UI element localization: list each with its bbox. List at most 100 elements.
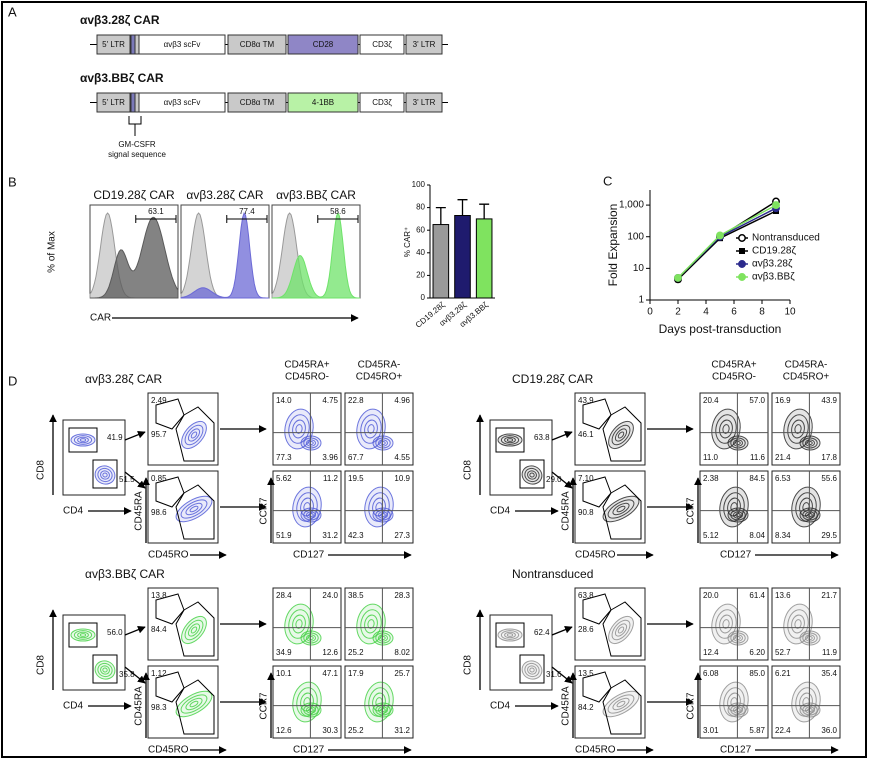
panel-label: D [8, 373, 17, 388]
column-header: CD45RA- [785, 360, 828, 371]
contour [306, 706, 316, 714]
gate-value: 63.1 [148, 207, 164, 216]
contour [607, 499, 635, 519]
gate [602, 601, 642, 657]
plot-frame [771, 587, 841, 661]
contour [189, 505, 199, 513]
gate [602, 484, 642, 540]
gate-value: 51.5 [119, 475, 135, 484]
contour [733, 634, 743, 642]
gate-value: 35.8 [119, 670, 135, 679]
error-bar [435, 206, 446, 225]
quadrant-value: 6.53 [775, 474, 791, 483]
axis-label: CD8 [463, 655, 474, 675]
plot-frame [272, 392, 342, 466]
quadrant-value: 12.6 [276, 726, 292, 735]
axis-label: CD4 [490, 506, 510, 517]
column-header: CD45RA+ [284, 360, 329, 371]
contour [180, 694, 208, 714]
axis-label: CCR7 [686, 692, 697, 720]
contour [308, 512, 314, 518]
y-tick-label: 1,000 [619, 200, 644, 211]
quadrant-value: 21.4 [775, 453, 791, 462]
histogram-title: CD19.28ζ CAR [93, 188, 175, 202]
contour [296, 492, 318, 522]
quadrant-value: 25.7 [394, 669, 410, 678]
axis-label: CD4 [490, 701, 510, 712]
signal-box [134, 92, 140, 113]
column-header: CD45RO- [285, 372, 329, 383]
gate [519, 459, 545, 489]
gate [602, 679, 642, 735]
contour [102, 667, 108, 673]
quadrant-value: 25.2 [348, 726, 364, 735]
contour [614, 623, 628, 637]
gate [155, 398, 185, 430]
contour [524, 662, 540, 678]
plot-frame [272, 587, 342, 661]
contour [719, 614, 733, 634]
contour [614, 428, 628, 442]
gate [582, 398, 612, 430]
quadrant-value: 67.7 [348, 453, 364, 462]
contour [364, 614, 378, 634]
plot-frame [344, 587, 414, 661]
arrow [124, 666, 146, 684]
column-header: CD45RA+ [711, 360, 756, 371]
axis-label: % CAR⁺ [403, 227, 412, 257]
quadrant-value: 12.6 [322, 648, 338, 657]
gate [226, 215, 268, 223]
gate [582, 671, 612, 703]
contour [303, 704, 319, 716]
bar [475, 218, 493, 299]
arrow [124, 625, 146, 636]
gate-value: 43.9 [578, 396, 594, 405]
car-histogram [180, 211, 269, 299]
contour [506, 438, 514, 442]
gate-value: 56.0 [107, 628, 123, 637]
gate-value: 41.9 [107, 433, 123, 442]
segment-label: 4-1BB [312, 98, 334, 107]
legend-label: αvβ3.BBζ [752, 272, 795, 283]
arrow [551, 625, 573, 636]
y-tick-label: 10 [633, 263, 645, 274]
contour [189, 700, 199, 708]
quadrant-value: 13.6 [775, 591, 791, 600]
contour [730, 632, 746, 644]
contour [79, 633, 87, 637]
gate-value: 98.3 [151, 703, 167, 712]
contour [306, 511, 316, 519]
quadrant-value: 84.5 [749, 474, 765, 483]
contour [527, 470, 537, 480]
gate-value: 13.8 [151, 591, 167, 600]
gate [175, 484, 215, 540]
panel-label: C [603, 173, 612, 188]
contour [735, 440, 741, 446]
contour [807, 512, 813, 518]
segment-label: 5' LTR [102, 40, 125, 49]
contour [807, 440, 813, 446]
gate [175, 406, 215, 462]
contour [308, 635, 314, 641]
quadrant-value: 11.2 [323, 474, 339, 483]
plot-frame [574, 665, 646, 739]
contour [802, 704, 818, 716]
gate-value: 7.10 [578, 474, 594, 483]
contour [722, 424, 730, 434]
quadrant-value: 55.6 [821, 474, 837, 483]
contour [187, 623, 201, 637]
contour [730, 437, 746, 449]
contour [303, 632, 319, 644]
quadrant-value: 31.2 [322, 531, 338, 540]
contour [375, 704, 391, 716]
contour [616, 700, 626, 708]
construct-segment [138, 92, 226, 113]
bar [454, 215, 471, 299]
contour [787, 414, 809, 444]
contour [735, 707, 741, 713]
quadrant-value: 5.12 [703, 531, 719, 540]
quadrant-value: 77.3 [276, 453, 292, 462]
contour [79, 438, 87, 442]
contour [805, 511, 815, 519]
axis-label: CD8 [36, 655, 47, 675]
